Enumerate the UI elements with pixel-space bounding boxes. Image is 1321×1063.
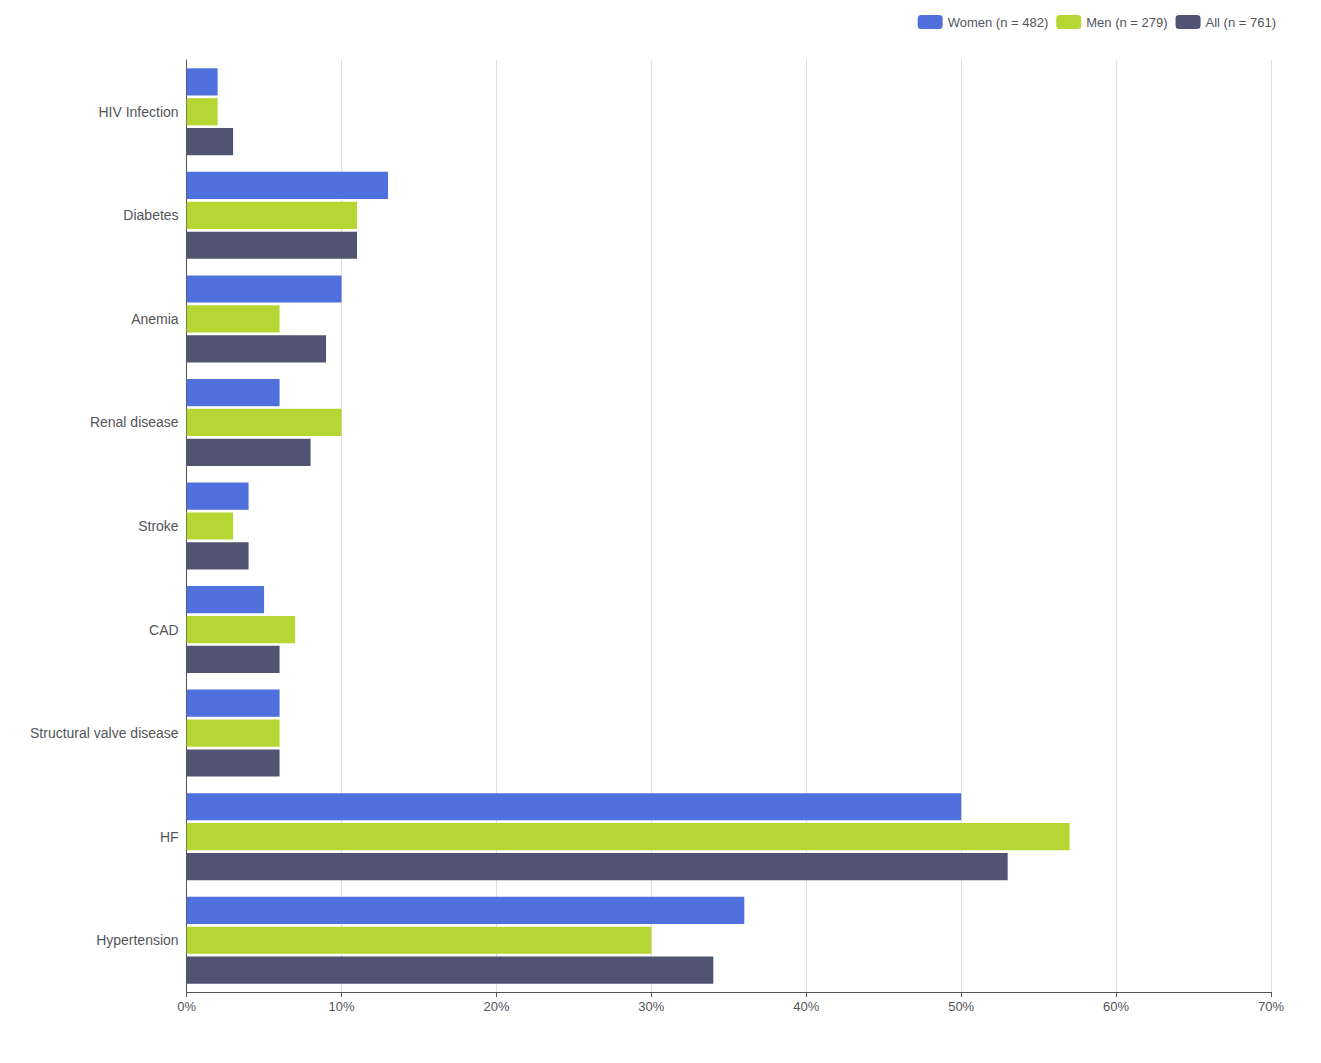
svg-text:30%: 30% bbox=[638, 999, 664, 1014]
svg-text:HIV Infection: HIV Infection bbox=[98, 104, 178, 120]
svg-text:70%: 70% bbox=[1258, 999, 1284, 1014]
svg-text:Renal disease: Renal disease bbox=[90, 414, 179, 430]
svg-text:Diabetes: Diabetes bbox=[123, 207, 178, 223]
svg-text:Anemia: Anemia bbox=[131, 311, 179, 327]
svg-text:Women (n = 482): Women (n = 482) bbox=[948, 15, 1049, 30]
svg-text:HF: HF bbox=[160, 829, 179, 845]
svg-text:10%: 10% bbox=[329, 999, 355, 1014]
svg-text:Stroke: Stroke bbox=[138, 518, 179, 534]
svg-text:Hypertension: Hypertension bbox=[96, 932, 179, 948]
svg-text:50%: 50% bbox=[948, 999, 974, 1014]
svg-text:All (n = 761): All (n = 761) bbox=[1206, 15, 1276, 30]
svg-text:Men (n = 279): Men (n = 279) bbox=[1086, 15, 1167, 30]
svg-text:0%: 0% bbox=[177, 999, 196, 1014]
svg-text:CAD: CAD bbox=[149, 622, 179, 638]
svg-text:40%: 40% bbox=[793, 999, 819, 1014]
svg-text:20%: 20% bbox=[483, 999, 509, 1014]
svg-text:60%: 60% bbox=[1103, 999, 1129, 1014]
svg-text:Structural valve disease: Structural valve disease bbox=[30, 725, 179, 741]
